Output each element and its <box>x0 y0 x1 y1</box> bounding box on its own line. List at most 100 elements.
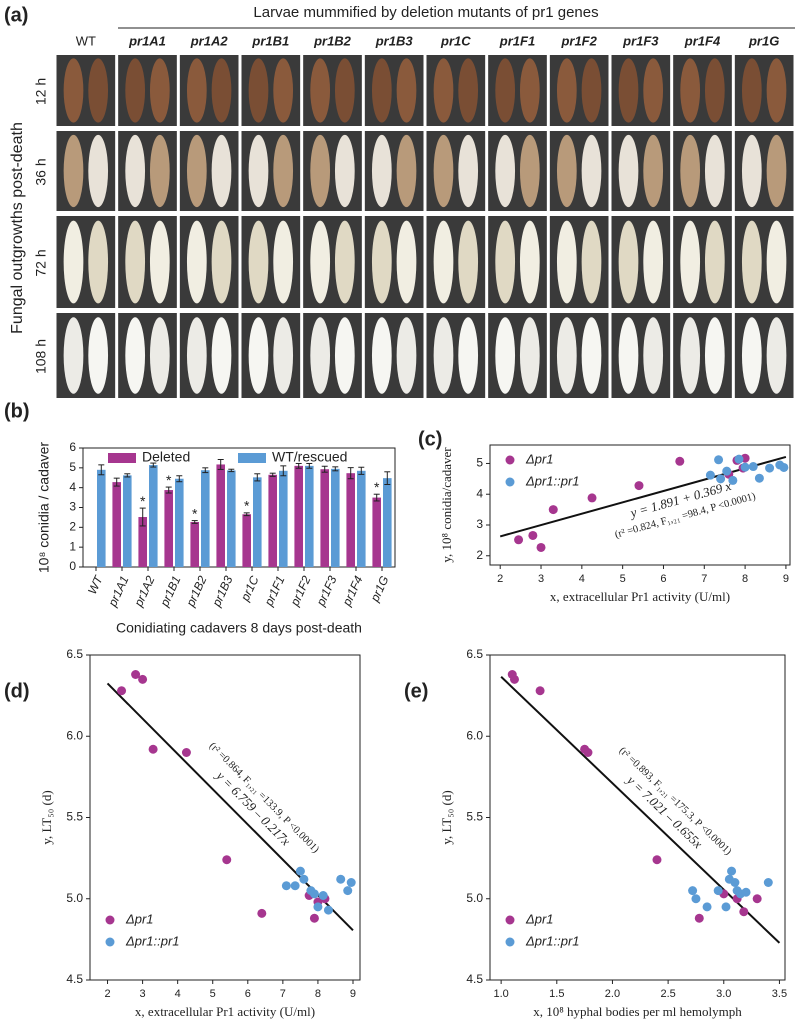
y-tick-label: 4.5 <box>66 972 83 986</box>
legend-label: WT/rescued <box>272 449 347 465</box>
point <box>727 866 737 876</box>
x-tick-label: 7 <box>280 988 286 1000</box>
x-tick-label: pr1G <box>367 574 391 605</box>
point <box>299 874 309 884</box>
column-label: pr1B3 <box>375 33 414 48</box>
x-tick-label: 8 <box>315 988 321 1000</box>
y-tick-label: 6 <box>69 440 76 454</box>
point <box>295 866 305 876</box>
x-tick-label: 3.0 <box>716 988 731 1000</box>
x-tick-label: 6 <box>660 573 666 585</box>
larva <box>88 134 109 208</box>
bar <box>138 517 147 567</box>
bar <box>305 465 314 567</box>
legend-marker <box>505 455 515 465</box>
column-label: pr1A2 <box>190 33 229 48</box>
x-tick-label: WT <box>85 572 106 596</box>
larva <box>704 134 725 208</box>
bar <box>268 474 277 567</box>
larva <box>334 317 355 394</box>
larva <box>519 220 540 304</box>
column-label: pr1G <box>748 33 779 48</box>
larva <box>88 317 109 394</box>
point <box>313 902 323 912</box>
larva <box>248 58 269 123</box>
x-tick-label: 1.5 <box>549 988 564 1000</box>
legend-label: Δpr1::pr1 <box>525 933 580 948</box>
larva <box>458 220 479 304</box>
y-axis-label: y, 10⁸ conidia/cadaver <box>439 447 454 563</box>
larva <box>334 134 355 208</box>
larva <box>680 134 701 208</box>
point <box>138 674 148 684</box>
panel-label: (d) <box>4 680 30 702</box>
y-tick-label: 6.0 <box>466 728 483 742</box>
larva <box>618 317 639 394</box>
larva <box>396 58 417 123</box>
larva <box>643 134 664 208</box>
point <box>721 902 731 912</box>
panel-label: (c) <box>418 428 442 450</box>
larva <box>248 220 269 304</box>
row-label: 12 h <box>33 78 49 105</box>
y-tick-label: 6.0 <box>66 728 83 742</box>
larva <box>766 58 787 123</box>
bar <box>201 470 210 567</box>
bar <box>242 514 251 567</box>
point <box>734 454 744 464</box>
row-label: 36 h <box>33 158 49 185</box>
larva <box>741 220 762 304</box>
larva <box>88 220 109 304</box>
x-tick-label: 2 <box>104 988 110 1000</box>
point <box>323 905 333 915</box>
larva <box>273 58 294 123</box>
x-axis-label: x, 10⁸ hyphal bodies per ml hemolymph <box>533 1004 742 1019</box>
column-label: pr1B2 <box>313 33 352 48</box>
larva <box>371 317 392 394</box>
y-tick-label: 2 <box>476 548 483 562</box>
x-tick-label: 2.0 <box>605 988 620 1000</box>
legend-marker <box>505 915 515 925</box>
legend-label: Δpr1::pr1 <box>125 933 180 948</box>
x-tick-label: 8 <box>742 573 748 585</box>
larva <box>371 58 392 123</box>
larva <box>248 134 269 208</box>
panel-label: (b) <box>4 400 30 422</box>
column-label: pr1B1 <box>251 33 289 48</box>
larva <box>396 220 417 304</box>
y-tick-label: 5.0 <box>466 891 483 905</box>
point <box>548 505 558 515</box>
larva <box>334 220 355 304</box>
point <box>702 902 712 912</box>
larva <box>741 134 762 208</box>
larva <box>371 134 392 208</box>
bar <box>331 468 340 567</box>
point <box>728 475 738 485</box>
larva <box>433 134 454 208</box>
fit-stats: (r² =0.893, F₁,₂₁ =175.3, P <0.0001) <box>617 745 734 858</box>
larva <box>125 58 146 123</box>
larva <box>519 317 540 394</box>
x-axis-label: x, extracellular Pr1 activity (U/ml) <box>135 1004 315 1019</box>
larva <box>519 58 540 123</box>
larva <box>63 317 84 394</box>
row-label: 72 h <box>33 249 49 276</box>
bar <box>175 478 184 567</box>
larva <box>458 317 479 394</box>
point <box>336 874 346 884</box>
bar <box>227 470 236 567</box>
larva <box>680 58 701 123</box>
larva <box>618 220 639 304</box>
point <box>675 456 685 466</box>
larva <box>680 220 701 304</box>
x-tick-label: 5 <box>210 988 216 1000</box>
point <box>346 878 356 887</box>
larva <box>63 134 84 208</box>
larva <box>396 317 417 394</box>
legend-marker <box>505 477 515 487</box>
point <box>309 889 319 899</box>
y-tick-label: 6.5 <box>66 647 83 661</box>
larva <box>704 58 725 123</box>
point <box>318 891 328 900</box>
significance-mark: * <box>244 498 250 514</box>
